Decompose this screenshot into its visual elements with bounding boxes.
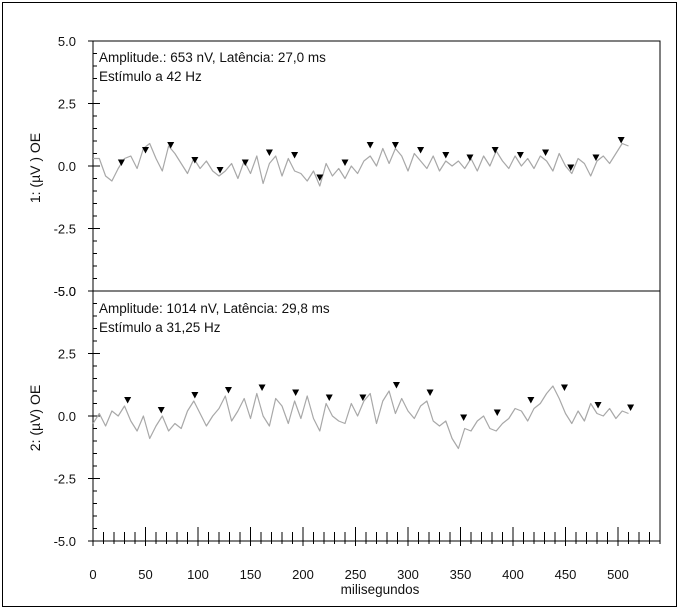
panel-2-peak-marker [157, 407, 165, 414]
panel-2-y-tick-label: 5.0 [58, 284, 76, 299]
panel-1-peak-marker [341, 159, 349, 166]
panel-1-annotation-stimulus: Estímulo a 42 Hz [99, 69, 202, 84]
panel-1-peak-marker [142, 147, 149, 154]
panel-1-peak-marker [117, 159, 125, 166]
panel-2-peak-marker [493, 409, 501, 416]
panel-2-peak-marker [224, 387, 232, 394]
panel-1-peak-marker [316, 174, 324, 181]
panel-1-peak-marker [366, 142, 374, 149]
panel-1-peak-marker [391, 142, 399, 149]
panel-2-y-tick-label: 0.0 [58, 409, 76, 424]
panel-1-peak-marker [491, 147, 499, 154]
x-tick-label: 0 [89, 567, 96, 582]
panel-2-peak-marker [594, 402, 602, 409]
panel-1-peak-marker [291, 152, 299, 159]
panel-2-peak-marker [292, 389, 300, 396]
axes-layer: 5.02.50.0-2.5-5.05.02.50.0-2.5-5.00 50 100… [54, 34, 661, 582]
panel-2-peak-marker [258, 384, 266, 391]
panel-1-peak-marker [167, 142, 175, 149]
x-tick-label: 300 [397, 567, 419, 582]
x-axis-label: milisegundos [341, 582, 420, 597]
x-tick-label: 450 [555, 567, 577, 582]
x-tick-label: 100 [187, 567, 209, 582]
panel-1-trace [93, 142, 629, 187]
panel-1-peak-marker [265, 149, 273, 156]
panel-1-peak-marker [542, 149, 550, 156]
panel-1-peak-marker [216, 167, 224, 174]
x-tick-label: 350 [450, 567, 472, 582]
panel-2-y-tick-label: -5.0 [54, 534, 76, 549]
panel-2-peak-marker [627, 404, 635, 411]
panel-1-y-tick-label: -2.5 [54, 222, 76, 237]
panel-1-peak-marker [442, 152, 450, 159]
panel-1-y-tick-label: 2.5 [58, 97, 76, 112]
panel-1-peak-marker [191, 157, 199, 164]
data-layer [92, 137, 635, 450]
panel-2-peak-marker [560, 384, 568, 391]
x-tick-label: 400 [502, 567, 524, 582]
x-tick-label: 150 [240, 567, 262, 582]
panel-1-peak-marker [417, 147, 425, 154]
x-tick-label: 200 [292, 567, 314, 582]
panel-1-peak-marker [516, 152, 524, 159]
panel-2-peak-marker [191, 392, 199, 399]
panel-2-peak-marker [392, 382, 400, 389]
panel-1-peak-marker [617, 137, 625, 144]
panel-2-peak-marker [527, 397, 535, 404]
panel-2-peak-marker [325, 394, 333, 401]
panel-2-peak-marker [460, 414, 468, 421]
panel-1-annotation-amplitude: Amplitude.: 653 nV, Latência: 27,0 ms [99, 50, 326, 65]
panel-1-peak-marker [567, 164, 575, 171]
panel-2-peak-marker [426, 389, 434, 396]
panel-2-annotation-stimulus: Estímulo a 31,25 Hz [99, 320, 221, 335]
panel-2-peak-marker [124, 397, 132, 404]
panel-2-annotation-amplitude: Amplitude: 1014 nV, Latência: 29,8 ms [99, 301, 330, 316]
panel-2-peak-marker [359, 394, 367, 401]
x-tick-label: 50 [138, 567, 152, 582]
panel-1-y-axis-label: 1: (µV ) OE [27, 133, 43, 203]
panel-2-y-axis-label: 2: (µV) OE [27, 385, 43, 451]
panel-1-peak-marker [241, 159, 249, 166]
panel-1-peak-marker [592, 154, 600, 161]
panel-1-y-tick-label: 5.0 [58, 34, 76, 49]
panel-2-y-tick-label: 2.5 [58, 347, 76, 362]
panel-2-trace [92, 385, 629, 450]
panel-1-y-tick-label: 0.0 [58, 159, 76, 174]
x-tick-label: 500 [607, 567, 629, 582]
x-tick-label: 250 [345, 567, 367, 582]
panel-1-peak-marker [466, 154, 474, 161]
panel-1-y-tick-label: -5.0 [54, 284, 76, 299]
panel-2-y-tick-label: -2.5 [54, 472, 76, 487]
